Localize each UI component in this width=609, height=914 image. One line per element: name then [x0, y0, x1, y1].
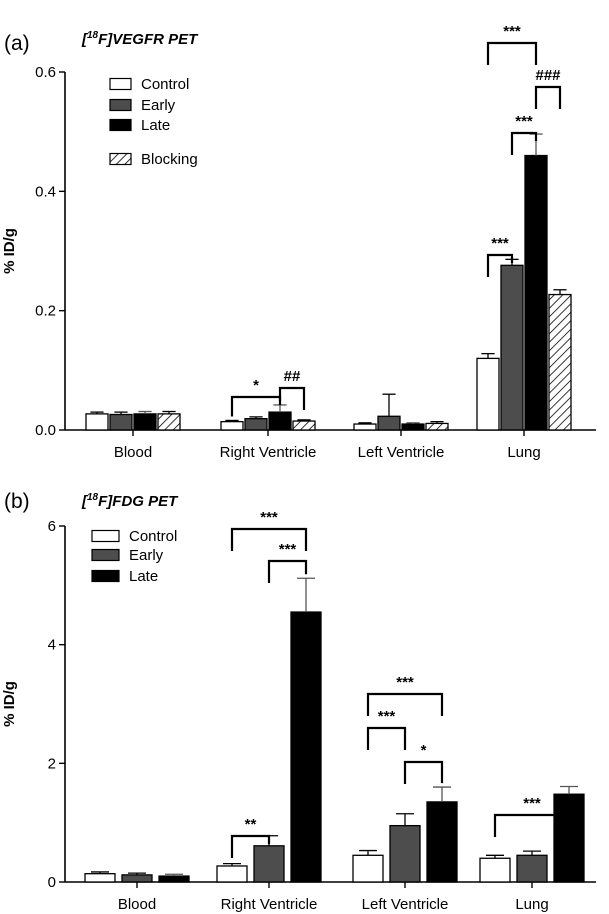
significance-label: ***: [523, 795, 541, 812]
chart-title-prefix: [: [81, 493, 89, 510]
chart-title-suffix: F]VEGFR PET: [98, 31, 199, 48]
bar-control-1: [220, 420, 244, 431]
y-tick-label: 0.4: [35, 183, 56, 200]
bar-late-0: [158, 875, 190, 883]
legend-label-early: Early: [141, 97, 176, 114]
y-tick-label: 2: [48, 755, 56, 772]
y-tick-label: 0: [48, 874, 56, 891]
legend-swatch-control: [91, 529, 120, 543]
significance-bracket: [510, 131, 538, 155]
legend-label-early: Early: [129, 547, 164, 564]
panel-letter: (b): [4, 490, 30, 513]
chart-title-suffix: F]FDG PET: [98, 493, 179, 510]
bar-early-1: [253, 845, 285, 883]
bar-control-1: [216, 865, 248, 883]
significance-bracket: [486, 41, 538, 65]
significance-label: ##: [284, 368, 301, 385]
legend-swatch-control: [109, 77, 132, 91]
y-tick-label: 0.6: [35, 64, 56, 81]
legend-label-late: Late: [129, 568, 158, 585]
x-tick-label: Right Ventricle: [220, 444, 317, 461]
bar-early-0: [109, 413, 133, 431]
bar-late-0: [133, 413, 157, 431]
chart-title: [18F]VEGFR PET: [81, 30, 199, 48]
bar-control-3: [479, 857, 511, 883]
significance-label: ***: [503, 23, 521, 40]
y-tick-label: 6: [48, 518, 56, 535]
y-tick-label: 0.0: [35, 422, 56, 439]
significance-bracket: [230, 527, 308, 551]
significance-label: ***: [279, 541, 297, 558]
x-tick-label: Left Ventricle: [358, 444, 445, 461]
legend-label-blocking: Blocking: [141, 151, 198, 168]
bar-late-1: [268, 411, 292, 431]
significance-label: **: [245, 816, 257, 833]
bar-early-3: [500, 264, 524, 431]
x-tick-label: Lung: [507, 444, 540, 461]
legend-swatch-late: [109, 118, 132, 132]
chart-title-superscript: 18: [87, 30, 99, 41]
chart-title: [18F]FDG PET: [81, 492, 179, 510]
legend-swatch-blocking: [109, 152, 132, 166]
legend-swatch-early: [91, 548, 120, 562]
significance-label: *: [253, 377, 259, 394]
significance-bracket: [534, 85, 562, 109]
bar-blocking-0: [157, 413, 181, 431]
bar-early-2: [389, 824, 421, 883]
x-tick-label: Lung: [515, 896, 548, 913]
significance-bracket: [366, 726, 407, 750]
y-axis-label: % ID/g: [1, 681, 18, 727]
legend-label-late: Late: [141, 117, 170, 134]
significance-label: ###: [535, 67, 561, 84]
significance-label: ***: [396, 674, 414, 691]
significance-bracket: [403, 760, 444, 784]
bar-early-0: [121, 874, 153, 883]
bar-control-0: [85, 413, 109, 431]
x-tick-label: Blood: [114, 444, 152, 461]
chart-title-superscript: 18: [87, 492, 99, 503]
bar-early-1: [244, 418, 268, 431]
y-axis-label: % ID/g: [1, 228, 18, 274]
bar-blocking-3: [548, 293, 572, 431]
bar-control-2: [353, 423, 377, 431]
bar-late-2: [401, 423, 425, 431]
bar-blocking-2: [425, 422, 449, 431]
bar-control-3: [476, 357, 500, 431]
x-tick-label: Blood: [118, 896, 156, 913]
bar-late-1: [290, 611, 322, 883]
bar-early-3: [516, 854, 548, 883]
panel-a: (a) [18F]VEGFR PET 0.0 0.2 0.4 0.6 % ID/g Blood…: [1, 23, 596, 461]
bar-blocking-1: [292, 420, 316, 431]
x-tick-label: Right Ventricle: [221, 896, 318, 913]
legend-label-control: Control: [129, 528, 177, 545]
panel-b: (b) [18F]FDG PET 0 2 4 6 % ID/g Blood Right Vent…: [1, 490, 596, 913]
chart-title-prefix: [: [81, 31, 89, 48]
bar-late-3: [553, 793, 585, 883]
significance-bracket: [230, 395, 282, 417]
bar-early-2: [377, 415, 401, 431]
panel-letter: (a): [4, 32, 30, 55]
significance-bracket: [366, 692, 444, 716]
y-tick-label: 4: [48, 637, 56, 654]
significance-bracket: [230, 834, 271, 858]
significance-label: ***: [491, 235, 509, 252]
significance-label: ***: [515, 113, 533, 130]
bar-control-0: [84, 873, 116, 883]
significance-label: *: [421, 742, 427, 759]
significance-label: ***: [260, 509, 278, 526]
significance-bracket: [493, 813, 571, 837]
significance-bracket: [267, 559, 308, 583]
x-tick-label: Left Ventricle: [362, 896, 449, 913]
significance-bracket: [278, 386, 306, 410]
bar-late-2: [426, 801, 458, 883]
legend-swatch-early: [109, 98, 132, 112]
significance-label: ***: [378, 708, 396, 725]
y-tick-label: 0.2: [35, 303, 56, 320]
legend-label-control: Control: [141, 76, 189, 93]
bar-late-3: [524, 154, 548, 431]
significance-bracket: [486, 253, 514, 277]
legend-swatch-late: [91, 569, 120, 583]
bar-control-2: [352, 854, 384, 883]
